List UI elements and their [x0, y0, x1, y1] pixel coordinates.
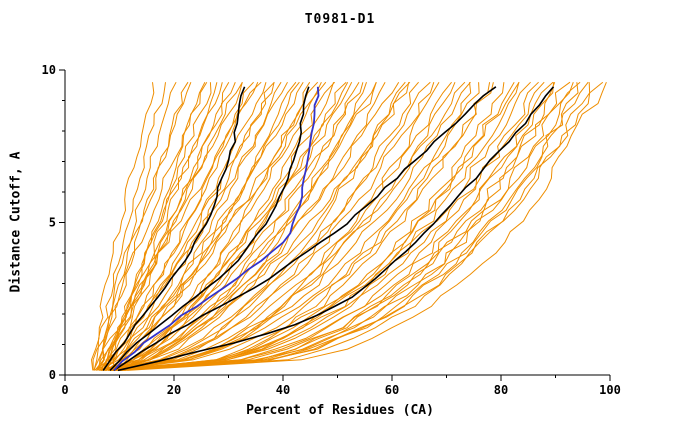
y-tick-label: 0	[49, 368, 56, 382]
chart-title: T0981-D1	[304, 12, 376, 27]
x-tick-label: 100	[599, 383, 621, 397]
orange-model-curves	[90, 81, 607, 371]
x-tick-label: 80	[494, 383, 508, 397]
x-tick-label: 0	[61, 383, 68, 397]
tick-marks	[59, 69, 611, 381]
x-tick-label: 60	[385, 383, 399, 397]
x-axis-label: Percent of Residues (CA)	[246, 403, 434, 418]
blue-highlight-curve	[113, 86, 320, 371]
y-tick-label: 10	[42, 63, 56, 77]
black-reference-curves	[102, 86, 555, 372]
x-tick-label: 20	[167, 383, 181, 397]
x-tick-label: 40	[276, 383, 290, 397]
tick-labels: 0 20 40 60 80 100 0 5 10	[42, 63, 621, 397]
y-tick-label: 5	[49, 216, 56, 230]
